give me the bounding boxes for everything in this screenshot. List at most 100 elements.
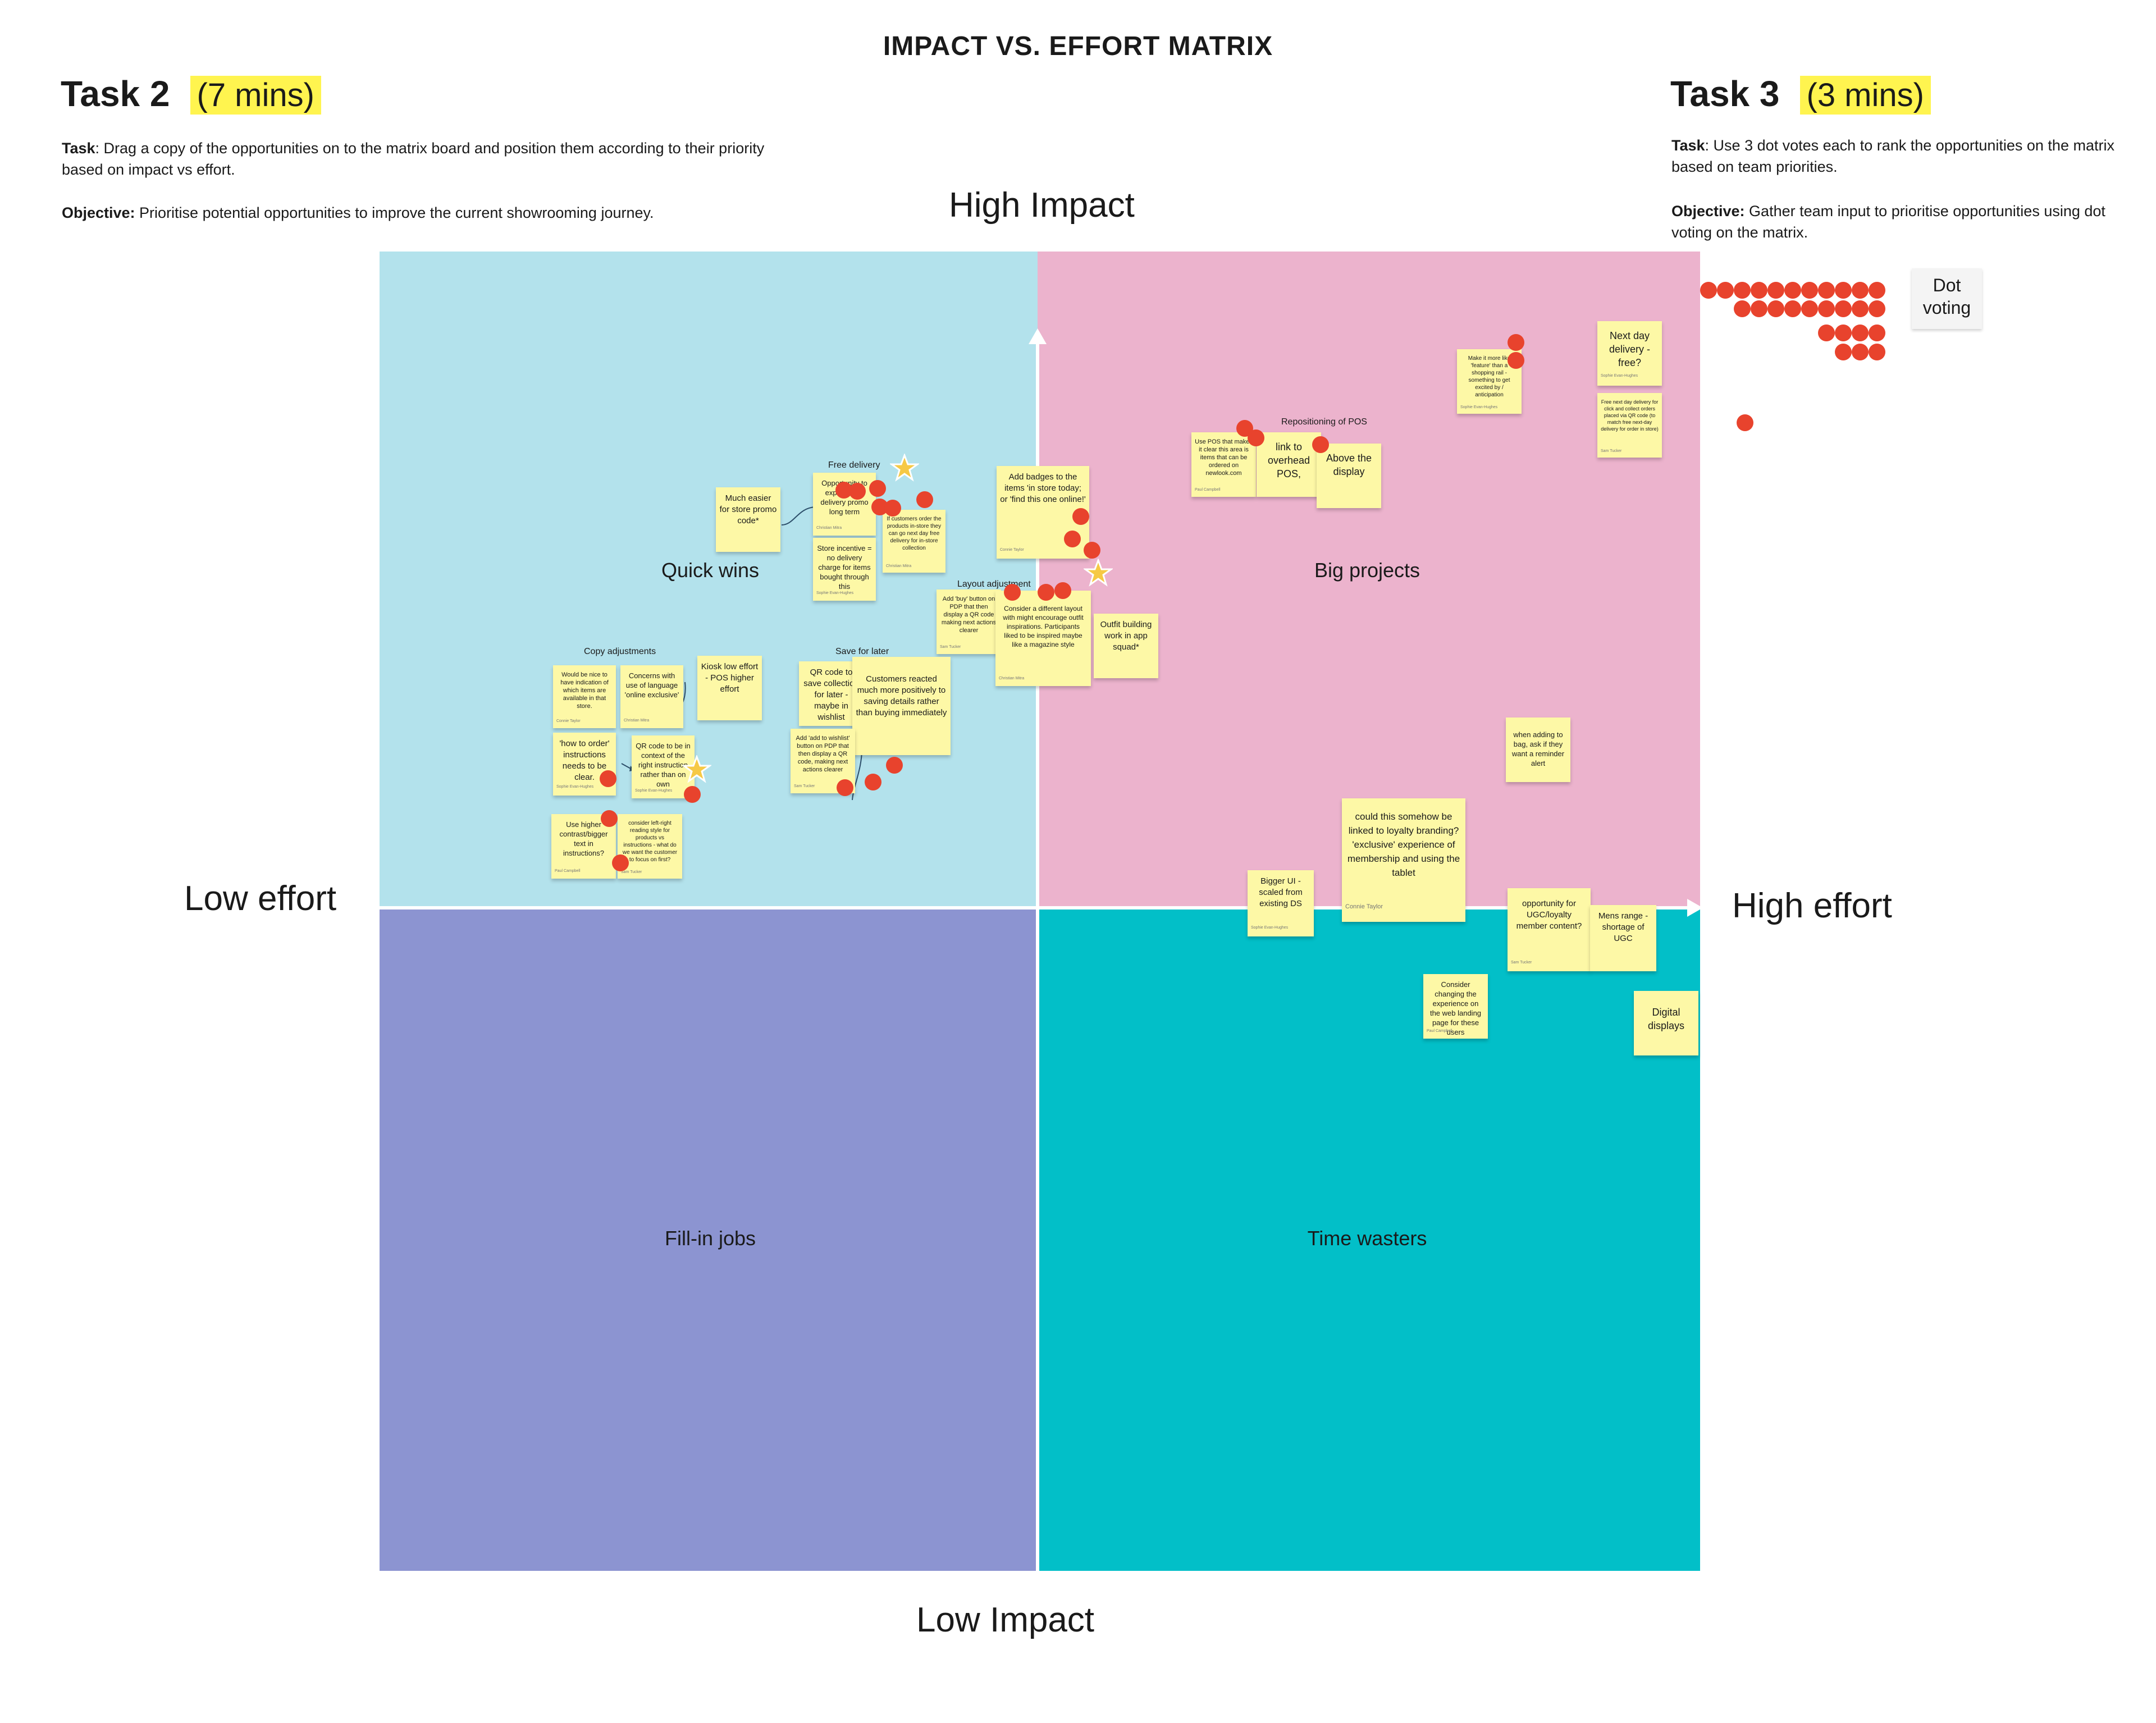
sticky-note[interactable]: Mens range - shortage of UGC [1590,905,1656,971]
vote-dot-icon[interactable] [1852,282,1869,299]
sticky-note-text: Make it more like 'feature' than a shopp… [1468,355,1511,398]
sticky-note-text: Outfit building work in app squad* [1100,620,1152,652]
vote-dot-icon[interactable] [1751,282,1767,299]
sticky-note[interactable]: when adding to bag, ask if they want a r… [1506,717,1570,782]
sticky-note-author: Sam Tucker [1601,449,1622,453]
vote-dot-icon[interactable] [1767,282,1784,299]
sticky-note[interactable]: could this somehow be linked to loyalty … [1342,798,1465,922]
sticky-note-text: could this somehow be linked to loyalty … [1347,811,1460,878]
sticky-note[interactable]: Outfit building work in app squad* [1094,614,1158,678]
vote-dot-icon[interactable] [1801,300,1818,317]
vote-dot-icon[interactable] [1784,282,1801,299]
sticky-note-text: If customers order the products in-store… [887,516,942,551]
sticky-note[interactable]: Consider changing the experience on the … [1423,974,1488,1039]
vote-dot-icon[interactable] [1054,582,1071,599]
sticky-note-text: Next day delivery - free? [1609,330,1651,368]
vote-dot-icon[interactable] [1818,300,1835,317]
vote-dot-icon[interactable] [1852,300,1869,317]
task3-time-badge: (3 mins) [1799,76,1931,115]
vote-dot-icon[interactable] [837,779,853,796]
vote-dot-icon[interactable] [865,774,881,790]
vote-dot-icon[interactable] [849,483,866,500]
sticky-note[interactable]: link to overhead POS, [1257,432,1321,497]
vote-dot-icon[interactable] [1248,429,1264,446]
sticky-note-text: Add 'add to wishlist' button on PDP that… [796,735,850,773]
vote-dot-icon[interactable] [1801,282,1818,299]
vote-dot-icon[interactable] [684,786,701,803]
vote-dot-icon[interactable] [1734,282,1751,299]
vote-dot-icon[interactable] [886,757,903,774]
vote-dot-icon[interactable] [1734,300,1751,317]
vote-dot-icon[interactable] [1784,300,1801,317]
vote-dot-icon[interactable] [1700,282,1717,299]
vote-dot-icon[interactable] [1869,344,1885,360]
sticky-note[interactable]: opportunity for UGC/loyalty member conte… [1508,888,1591,971]
vote-dot-icon[interactable] [1072,508,1089,525]
right-arrow-icon [1687,899,1703,917]
sticky-note[interactable]: Next day delivery - free? Sophie Evan-Hug… [1597,321,1662,386]
axis-label-high-impact: High Impact [949,186,1135,225]
star-sticker-icon[interactable] [890,454,919,483]
vote-dot-icon[interactable] [1818,325,1835,341]
task3-objective-label: Objective: [1671,203,1745,220]
vote-dot-icon[interactable] [1852,344,1869,360]
sticky-note-text: when adding to bag, ask if they want a r… [1511,730,1565,767]
vote-dot-icon[interactable] [1869,282,1885,299]
task3-objective-text: Gather team input to prioritise opportun… [1671,203,2105,241]
vote-dot-icon[interactable] [916,491,933,508]
star-sticker-icon[interactable] [1084,559,1113,588]
vote-dot-icon[interactable] [884,500,901,517]
sticky-note-text: QR code to be in context of the right in… [636,742,691,788]
sticky-note-text: Consider a different layout with might e… [1003,605,1084,648]
sticky-note[interactable]: Consider a different layout with might e… [995,591,1091,686]
vote-dot-icon[interactable] [1852,325,1869,341]
star-sticker-icon[interactable] [682,755,711,784]
sticky-note[interactable]: Add 'buy' button on PDP that then displa… [937,589,1001,654]
vote-dot-icon[interactable] [1508,334,1524,351]
sticky-note[interactable]: Would be nice to have indication of whic… [553,665,616,728]
sticky-note[interactable]: Digital displays [1634,991,1698,1055]
vote-dot-icon[interactable] [1717,282,1734,299]
sticky-note-text: Store incentive = no delivery charge for… [817,544,872,591]
sticky-note-text: Use POS that makes it clear this area is… [1195,438,1253,477]
vote-dot-icon[interactable] [1869,325,1885,341]
vote-dot-icon[interactable] [1751,300,1767,317]
vote-dot-icon[interactable] [869,480,886,497]
quadrant-label-quick-wins: Quick wins [661,559,760,582]
sticky-note[interactable]: consider left-right reading style for pr… [618,814,682,879]
sticky-note[interactable]: Above the display [1317,444,1381,508]
vote-dot-icon[interactable] [1835,300,1852,317]
sticky-note[interactable]: If customers order the products in-store… [883,510,945,573]
vote-dot-icon[interactable] [1869,300,1885,317]
sticky-note[interactable]: Use POS that makes it clear this area is… [1191,432,1256,497]
vote-dot-icon[interactable] [600,770,616,787]
vote-dot-icon[interactable] [1767,300,1784,317]
vote-dot-icon[interactable] [1835,344,1852,360]
sticky-note[interactable]: Concerns with use of language 'online ex… [620,665,683,728]
vote-dot-icon[interactable] [1508,352,1524,369]
sticky-note-author: Connie Taylor [1000,548,1024,552]
horizontal-axis-line [380,906,1691,910]
vote-dot-icon[interactable] [1737,414,1753,431]
vote-dot-icon[interactable] [1835,325,1852,341]
vote-dot-icon[interactable] [1835,282,1852,299]
sticky-note[interactable]: Add 'add to wishlist' button on PDP that… [791,729,855,793]
sticky-note-author: Sophie Evan-Hughes [1460,405,1498,409]
vote-dot-icon[interactable] [601,810,618,827]
vote-dot-icon[interactable] [1064,531,1081,547]
vote-dot-icon[interactable] [1818,282,1835,299]
sticky-note-text: Above the display [1326,453,1372,477]
sticky-note[interactable]: Bigger UI - scaled from existing DS Sophi… [1248,870,1314,936]
sticky-note-author: Sophie Evan-Hughes [1251,926,1289,930]
vote-dot-icon[interactable] [1004,584,1021,601]
sticky-note[interactable]: Store incentive = no delivery charge for… [813,538,876,601]
sticky-note[interactable]: Kiosk low effort - POS higher effort [697,656,762,720]
vote-dot-icon[interactable] [612,854,629,871]
vote-dot-icon[interactable] [1312,436,1329,453]
vote-dot-icon[interactable] [1038,584,1054,601]
sticky-note[interactable]: Much easier for store promo code* [716,487,780,552]
sticky-note[interactable]: Free next day delivery for click and col… [1597,393,1662,458]
vote-dot-icon[interactable] [1084,542,1100,559]
sticky-note-text: link to overhead POS, [1267,441,1310,479]
sticky-note[interactable]: Customers reacted much more positively t… [852,657,951,755]
